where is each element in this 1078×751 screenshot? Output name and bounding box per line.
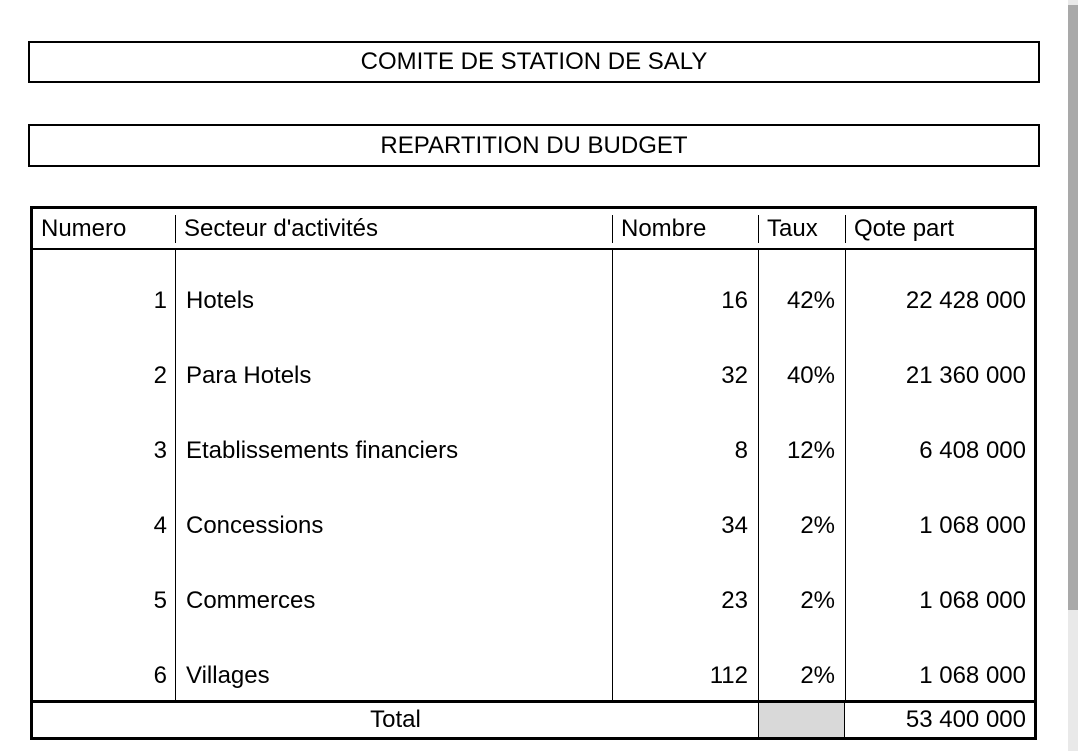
table-row: 4 Concessions 34 2% 1 068 000 [33, 475, 1034, 550]
total-taux-cell [758, 703, 845, 737]
cell-taux: 2% [758, 550, 845, 625]
subtitle-banner: REPARTITION DU BUDGET [28, 124, 1040, 167]
cell-nombre: 8 [612, 400, 758, 475]
cell-qote-part: 22 428 000 [845, 250, 1034, 325]
cell-numero: 1 [153, 287, 167, 314]
cell-nombre: 16 [612, 250, 758, 325]
cell-taux: 40% [758, 325, 845, 400]
page-title: COMITE DE STATION DE SALY [360, 48, 708, 75]
header-taux: Taux [758, 214, 845, 243]
cell-nombre: 23 [612, 550, 758, 625]
cell-secteur: Etablissements financiers [175, 400, 612, 475]
cell-secteur: Commerces [175, 550, 612, 625]
title-banner: COMITE DE STATION DE SALY [28, 41, 1040, 83]
table-row: 3 Etablissements financiers 8 12% 6 408 … [33, 400, 1034, 475]
scrollbar-track[interactable] [1068, 0, 1078, 751]
cell-qote-part: 6 408 000 [845, 400, 1034, 475]
total-label: Total [370, 706, 421, 733]
cell-taux: 2% [758, 625, 845, 700]
table-row: 2 Para Hotels 32 40% 21 360 000 [33, 325, 1034, 400]
cell-taux: 12% [758, 400, 845, 475]
table-header-row: Numero Secteur d'activités Nombre Taux Q… [33, 209, 1034, 250]
cell-secteur: Villages [175, 625, 612, 700]
header-nombre: Nombre [612, 214, 758, 243]
page-subtitle: REPARTITION DU BUDGET [380, 131, 688, 159]
cell-secteur: Hotels [175, 250, 612, 325]
cell-taux: 42% [758, 250, 845, 325]
cell-qote-part: 1 068 000 [845, 625, 1034, 700]
table-total-row: Total 53 400 000 [33, 700, 1034, 737]
header-numero: Numero [41, 214, 127, 242]
header-qote-part: Qote part [845, 214, 1034, 243]
cell-numero: 2 [153, 362, 167, 389]
table-row: 1 Hotels 16 42% 22 428 000 [33, 250, 1034, 325]
cell-qote-part: 21 360 000 [845, 325, 1034, 400]
header-secteur: Secteur d'activités [175, 214, 612, 243]
cell-secteur: Para Hotels [175, 325, 612, 400]
cell-taux: 2% [758, 475, 845, 550]
cell-qote-part: 1 068 000 [845, 550, 1034, 625]
cell-numero: 3 [153, 437, 167, 464]
table-row: 6 Villages 112 2% 1 068 000 [33, 625, 1034, 700]
scrollbar-thumb[interactable] [1068, 5, 1078, 610]
cell-qote-part: 1 068 000 [845, 475, 1034, 550]
cell-nombre: 112 [612, 625, 758, 700]
cell-secteur: Concessions [175, 475, 612, 550]
table-row: 5 Commerces 23 2% 1 068 000 [33, 550, 1034, 625]
cell-numero: 4 [153, 512, 167, 539]
budget-table: Numero Secteur d'activités Nombre Taux Q… [30, 206, 1037, 740]
cell-nombre: 32 [612, 325, 758, 400]
cell-numero: 5 [153, 587, 167, 614]
cell-numero: 6 [153, 662, 167, 689]
cell-nombre: 34 [612, 475, 758, 550]
table-body: 1 Hotels 16 42% 22 428 000 2 Para Hotels… [33, 250, 1034, 700]
total-amount: 53 400 000 [905, 706, 1026, 733]
